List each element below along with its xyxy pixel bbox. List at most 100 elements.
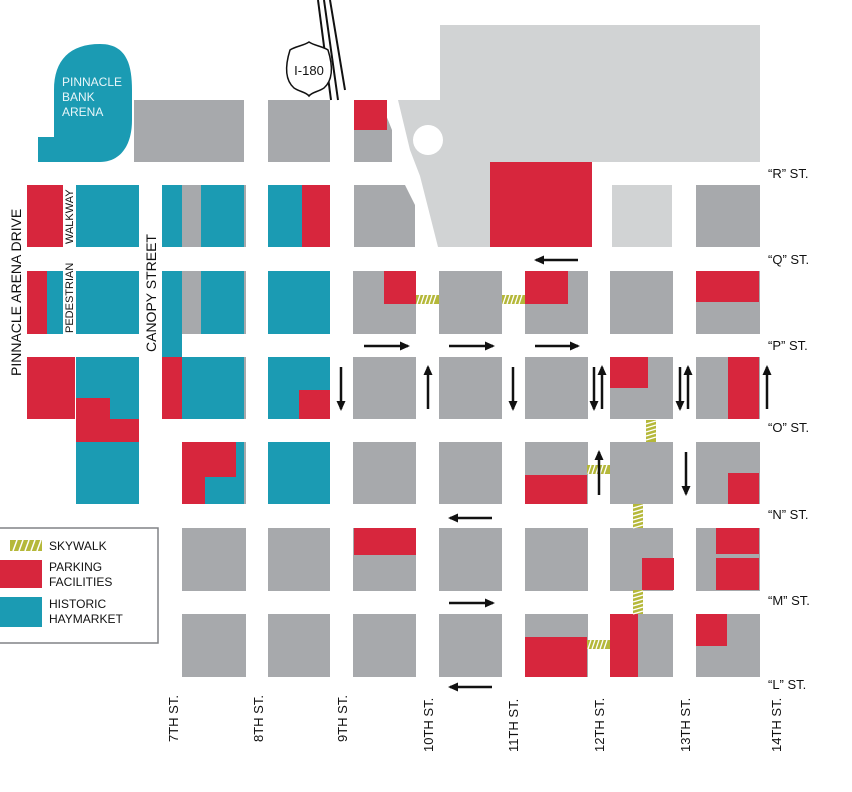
skywalk[interactable] bbox=[416, 295, 439, 304]
haymarket-area[interactable] bbox=[76, 271, 139, 334]
legend-parking-label-2: FACILITIES bbox=[49, 575, 112, 589]
parking-facility[interactable] bbox=[728, 473, 759, 504]
traffic-arrow-icon bbox=[681, 452, 691, 496]
legend-skywalk-label: SKYWALK bbox=[49, 539, 107, 553]
city-block bbox=[268, 614, 330, 677]
haymarket-area[interactable] bbox=[201, 271, 244, 334]
map-legend: SKYWALK PARKING FACILITIES HISTORIC HAYM… bbox=[0, 527, 159, 644]
skywalk[interactable] bbox=[587, 640, 610, 649]
parking-facility[interactable] bbox=[728, 357, 759, 419]
parking-facility[interactable] bbox=[76, 419, 139, 442]
street-label-o: “O” ST. bbox=[768, 420, 809, 435]
city-block bbox=[525, 357, 588, 419]
parking-facility[interactable] bbox=[525, 271, 568, 304]
street-label-p: “P” ST. bbox=[768, 338, 808, 353]
traffic-arrow-icon bbox=[336, 367, 346, 411]
legend-haymarket-label-2: HAYMARKET bbox=[49, 612, 123, 626]
skywalk-hatch bbox=[632, 590, 644, 615]
parking-facility[interactable] bbox=[490, 162, 592, 247]
legend-haymarket-label-1: HISTORIC bbox=[49, 597, 106, 611]
walkway-label: WALKWAY bbox=[64, 189, 76, 244]
traffic-arrow-icon bbox=[589, 367, 599, 411]
haymarket-area[interactable] bbox=[162, 271, 182, 357]
traffic-arrow-icon bbox=[762, 365, 772, 409]
street-label-10th: 10TH ST. bbox=[421, 698, 436, 752]
parking-facility[interactable] bbox=[525, 637, 587, 677]
traffic-arrow-icon bbox=[594, 450, 604, 495]
haymarket-area[interactable] bbox=[201, 185, 244, 247]
parking-facility[interactable] bbox=[525, 475, 587, 504]
city-block bbox=[353, 357, 416, 419]
traffic-arrow-icon bbox=[683, 365, 693, 409]
parking-facility[interactable] bbox=[610, 614, 638, 677]
street-label-8th: 8TH ST. bbox=[251, 695, 266, 742]
parking-facility[interactable] bbox=[354, 528, 416, 555]
haymarket-area[interactable] bbox=[76, 442, 139, 504]
traffic-arrow-icon bbox=[597, 365, 607, 409]
city-block bbox=[439, 442, 502, 504]
district-overlays bbox=[27, 100, 759, 677]
street-label-12th: 12TH ST. bbox=[592, 698, 607, 752]
haymarket-area[interactable] bbox=[162, 185, 182, 247]
city-block bbox=[439, 271, 502, 334]
parking-facility[interactable] bbox=[384, 271, 416, 304]
city-block bbox=[610, 271, 673, 334]
pinnacle-arena-drive-label: PINNACLE ARENA DRIVE bbox=[8, 209, 24, 376]
city-block bbox=[696, 185, 760, 247]
haymarket-area[interactable] bbox=[182, 357, 244, 419]
street-label-14th: 14TH ST. bbox=[769, 698, 784, 752]
skywalk-hatch bbox=[587, 464, 608, 475]
haymarket-area[interactable] bbox=[268, 442, 330, 504]
city-block bbox=[353, 442, 416, 504]
street-label-l: “L” ST. bbox=[768, 677, 806, 692]
traffic-arrow-icon bbox=[448, 682, 492, 692]
traffic-arrow-icon bbox=[364, 341, 410, 351]
interstate-shield-icon: I-180 bbox=[285, 41, 333, 98]
skywalk-hatch bbox=[587, 639, 608, 650]
parking-facility[interactable] bbox=[716, 528, 759, 554]
street-label-r: “R” ST. bbox=[768, 166, 808, 181]
horizontal-street-labels: “R” ST. “Q” ST. “P” ST. “O” ST. “N” ST. … bbox=[768, 166, 810, 692]
parking-facility[interactable] bbox=[302, 185, 330, 247]
legend-item-parking: PARKING FACILITIES bbox=[0, 560, 112, 589]
city-block bbox=[353, 614, 416, 677]
skywalk[interactable] bbox=[633, 504, 643, 528]
legend-parking-swatch bbox=[0, 560, 42, 588]
ramp-circle bbox=[413, 125, 443, 155]
city-block bbox=[268, 100, 330, 162]
street-label-q: “Q” ST. bbox=[768, 252, 809, 267]
parking-facility[interactable] bbox=[642, 558, 674, 590]
legend-item-haymarket: HISTORIC HAYMARKET bbox=[0, 597, 123, 627]
parking-facility[interactable] bbox=[299, 390, 330, 419]
parking-facility[interactable] bbox=[610, 357, 648, 388]
haymarket-area[interactable] bbox=[268, 185, 302, 247]
highway-label: I-180 bbox=[294, 63, 324, 78]
traffic-arrow-icon bbox=[534, 255, 578, 265]
city-block bbox=[439, 528, 502, 591]
parking-facility[interactable] bbox=[182, 442, 205, 504]
parking-facility[interactable] bbox=[696, 614, 727, 646]
parking-facility[interactable] bbox=[696, 271, 759, 302]
haymarket-area[interactable] bbox=[268, 271, 330, 334]
arena-label-line-2: BANK bbox=[62, 90, 95, 104]
street-label-m: “M” ST. bbox=[768, 593, 810, 608]
legend-skywalk-hatch bbox=[12, 539, 42, 552]
parking-facility[interactable] bbox=[354, 100, 387, 130]
walkway-path bbox=[63, 185, 76, 247]
skywalk[interactable] bbox=[633, 590, 643, 614]
city-block bbox=[182, 528, 246, 591]
street-label-7th: 7TH ST. bbox=[166, 695, 181, 742]
traffic-arrow-icon bbox=[675, 367, 685, 411]
parking-facility[interactable] bbox=[27, 185, 63, 247]
parking-facility[interactable] bbox=[716, 558, 759, 590]
parking-facility[interactable] bbox=[27, 271, 47, 334]
parking-facility[interactable] bbox=[162, 357, 182, 419]
city-block bbox=[182, 614, 246, 677]
parking-facility[interactable] bbox=[27, 357, 75, 419]
haymarket-area[interactable] bbox=[76, 185, 139, 247]
pinnacle-bank-arena[interactable] bbox=[38, 44, 132, 162]
pedestrian-path bbox=[63, 271, 76, 334]
skywalk[interactable] bbox=[502, 295, 525, 304]
pedestrian-label: PEDESTRIAN bbox=[64, 263, 76, 333]
